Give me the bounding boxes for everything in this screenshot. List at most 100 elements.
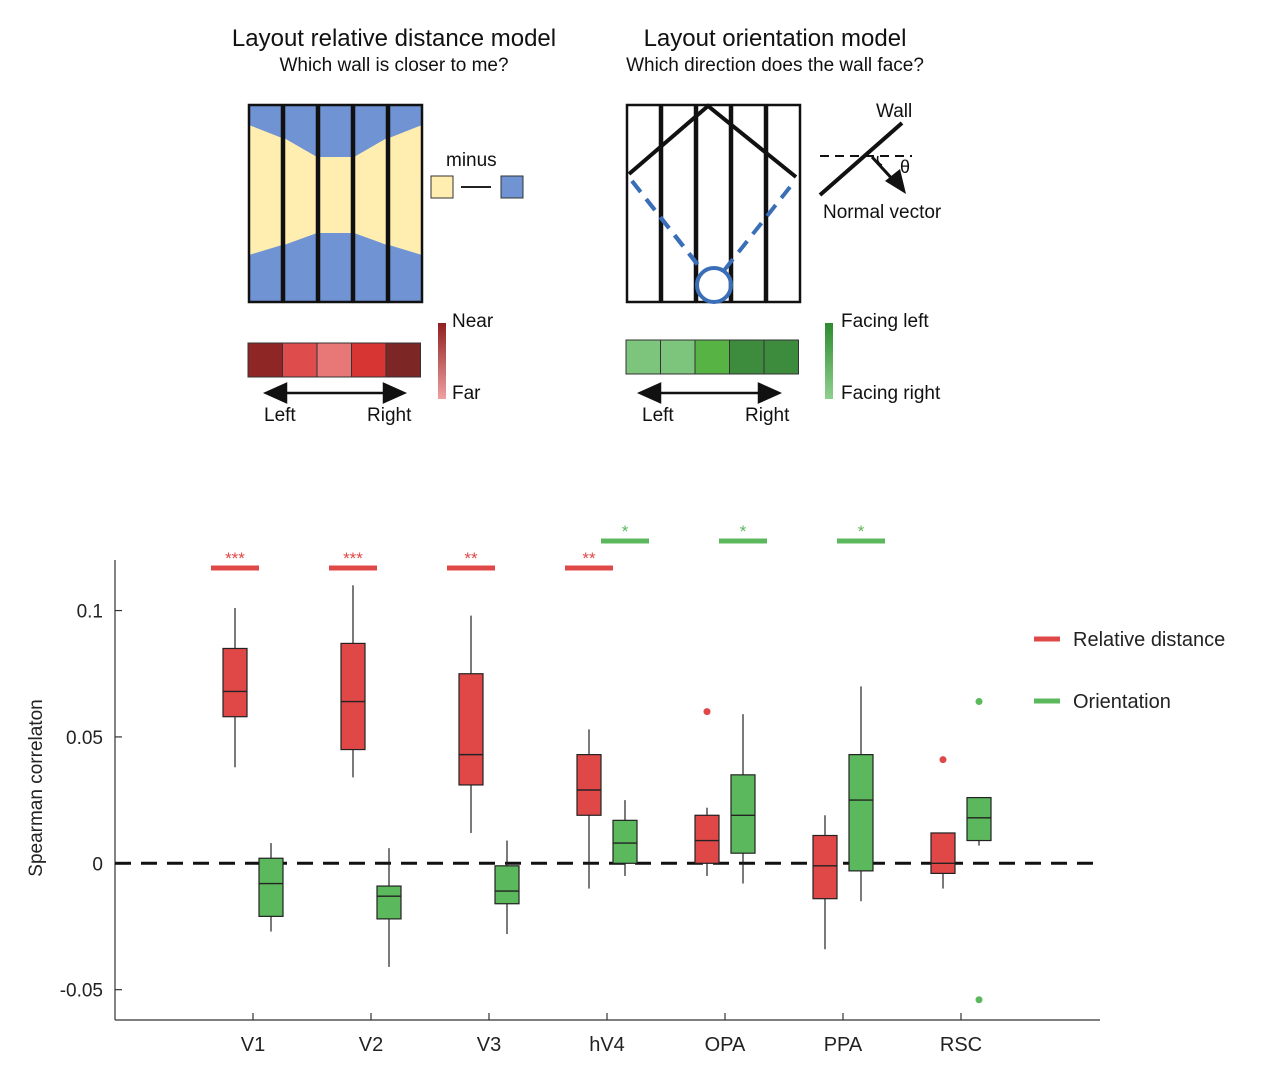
box-iqr <box>340 642 366 751</box>
panel-a-subtitle: Which wall is closer to me? <box>279 55 509 76</box>
legend-label: Orientation <box>1073 691 1171 713</box>
significance-stars: *** <box>343 549 363 568</box>
column-outline <box>317 103 354 304</box>
x-ticks: V1 V2 V3 hV4 OPA PPA RSC <box>241 1013 982 1056</box>
box-orientation-hV4 <box>612 800 638 876</box>
box-iqr <box>612 819 638 864</box>
view-line-left <box>630 179 706 275</box>
x-tick-label: V3 <box>477 1034 501 1056</box>
orientation-strip-cell <box>694 339 730 375</box>
box-iqr <box>730 774 756 854</box>
facing-left-label: Facing left <box>841 311 929 332</box>
x-tick-label: hV4 <box>589 1034 625 1056</box>
orientation-strip-cell <box>625 339 661 375</box>
distance-strip-cell <box>351 342 387 378</box>
box-relative-distance-V2 <box>340 585 366 778</box>
significance-markers: *** *** ** *** * * <box>211 522 885 571</box>
orientation-left-right-arrow <box>636 382 783 404</box>
y-axis-label-group: Spearman correlaton <box>26 699 47 876</box>
column-outline <box>352 103 389 304</box>
minus-equation <box>430 175 524 199</box>
minus-label: minus <box>446 150 497 171</box>
near-label: Near <box>452 311 494 332</box>
room-walls <box>627 103 798 179</box>
outlier-point <box>975 996 983 1004</box>
distance-right-label: Right <box>367 405 412 426</box>
outlier-point <box>703 708 711 716</box>
box-iqr <box>222 647 248 718</box>
distance-strip <box>247 342 421 378</box>
orientation-right-label: Right <box>745 405 790 426</box>
box-iqr <box>576 754 602 816</box>
wall-label: Wall <box>876 101 913 122</box>
significance-stars: ** <box>464 549 478 568</box>
far-label: Far <box>452 383 481 404</box>
panel-a-title: Layout relative distance model <box>231 25 557 52</box>
box-iqr <box>930 832 956 875</box>
box-orientation-V2 <box>376 848 402 967</box>
panel-b-title: Layout orientation model <box>643 25 907 52</box>
box-orientation-V1 <box>258 843 284 932</box>
box-orientation-PPA <box>848 686 874 902</box>
box-iqr <box>458 673 484 786</box>
x-tick-label: V1 <box>241 1034 265 1056</box>
near-color-swatch <box>430 175 454 199</box>
view-line-right <box>720 185 792 275</box>
distance-strip-cell <box>385 342 421 378</box>
y-ticks: -0.05 0 0.05 0.1 <box>60 602 122 1002</box>
box-relative-distance-V1 <box>222 608 248 768</box>
column-outline <box>247 103 284 304</box>
box-iqr <box>258 857 284 917</box>
y-tick-label: 0.1 <box>77 602 103 623</box>
box-iqr <box>812 834 838 900</box>
panel-b-subtitle: Which direction does the wall face? <box>626 55 924 76</box>
wall-normal-inset <box>818 121 912 197</box>
orientation-model-diagram <box>625 103 912 404</box>
significance-stars: * <box>740 522 747 541</box>
significance-stars: *** <box>225 549 245 568</box>
distance-column-3 <box>317 103 354 304</box>
observer-head <box>695 266 733 304</box>
column-outline <box>387 103 424 304</box>
orientation-columns <box>625 103 802 304</box>
orientation-strip <box>625 339 799 375</box>
y-tick-label: 0.05 <box>66 728 103 749</box>
near-region <box>284 138 317 245</box>
box-iqr <box>494 865 520 905</box>
x-tick-label: RSC <box>940 1034 982 1056</box>
box-relative-distance-V3 <box>458 615 484 833</box>
distance-strip-cell <box>282 342 318 378</box>
y-tick-label: 0 <box>92 854 103 875</box>
box-orientation-V3 <box>494 840 520 935</box>
distance-column-2 <box>282 103 319 304</box>
y-axis-label: Spearman correlaton <box>26 699 47 876</box>
x-tick-label: OPA <box>705 1034 746 1056</box>
distance-column-4 <box>352 103 389 304</box>
significance-stars: * <box>858 522 865 541</box>
x-tick-label: V2 <box>359 1034 383 1056</box>
box-iqr <box>694 814 720 864</box>
distance-column-1 <box>247 103 284 304</box>
distance-model-diagram <box>247 103 524 404</box>
facing-scale-bar <box>825 323 833 399</box>
significance-stars: ** <box>582 549 596 568</box>
distance-left-label: Left <box>264 405 296 426</box>
distance-strip-cell <box>247 342 283 378</box>
near-far-scale-bar <box>438 323 446 399</box>
box-iqr <box>966 796 992 842</box>
box-iqr <box>376 885 402 920</box>
distance-columns <box>247 103 424 304</box>
box-orientation-RSC <box>966 796 992 846</box>
y-tick-label: -0.05 <box>60 981 103 1002</box>
theta-label: θ <box>900 157 911 177</box>
orientation-strip-cell <box>763 339 799 375</box>
box-groups <box>222 585 992 1004</box>
near-region <box>249 125 282 255</box>
orientation-left-label: Left <box>642 405 674 426</box>
left-right-arrow <box>262 382 408 404</box>
box-orientation-OPA <box>730 714 756 884</box>
significance-stars: * <box>622 522 629 541</box>
column-outline <box>282 103 319 304</box>
box-relative-distance-OPA <box>694 807 720 876</box>
